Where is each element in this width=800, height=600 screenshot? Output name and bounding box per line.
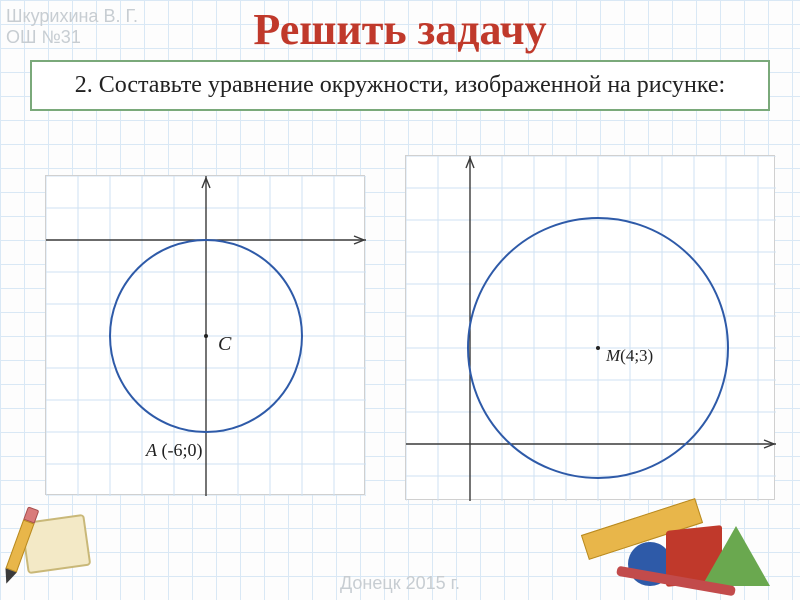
slide: Шкурихина В. Г. ОШ №31 Решить задачу 2. … [0,0,800,600]
svg-text:C: C [218,333,232,355]
page-title: Решить задачу [0,4,800,55]
figure-left-svg: C A (-6;0) [46,176,366,496]
task-box: 2. Составьте уравнение окружности, изобр… [30,60,770,111]
svg-text:A (-6;0): A (-6;0) [145,440,202,461]
watermark-footer: Донецк 2015 г. [340,573,460,594]
triangle-icon [702,526,770,586]
svg-text:M(4;3): M(4;3) [605,346,653,365]
figure-right-svg: M(4;3) [406,156,776,501]
clipart-pencil-notepad [10,500,120,590]
figure-right: M(4;3) [405,155,775,500]
clipart-geometry-set [582,484,792,594]
task-text: 2. Составьте уравнение окружности, изобр… [75,72,725,98]
figure-left: C A (-6;0) [45,175,365,495]
